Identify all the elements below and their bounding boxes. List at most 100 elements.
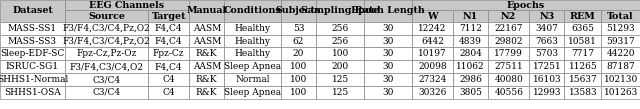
Text: 53: 53 [292, 24, 304, 33]
Bar [364, 22, 412, 35]
Text: 200: 200 [332, 62, 349, 71]
Text: 22167: 22167 [495, 24, 523, 33]
Text: Source: Source [88, 12, 125, 20]
Bar [601, 73, 640, 86]
Text: 125: 125 [332, 75, 349, 84]
Bar [601, 86, 640, 99]
Text: 20: 20 [292, 49, 304, 58]
Text: 87187: 87187 [606, 62, 635, 71]
Bar [529, 73, 564, 86]
Bar [0, 22, 65, 35]
Text: 100: 100 [290, 62, 307, 71]
Bar [529, 22, 564, 35]
Text: R&K: R&K [196, 75, 218, 84]
Text: 101263: 101263 [604, 88, 637, 97]
Text: EEG Channels: EEG Channels [90, 1, 164, 10]
Text: N2: N2 [501, 12, 516, 20]
Text: 4839: 4839 [460, 37, 482, 46]
Text: 3407: 3407 [536, 24, 558, 33]
Bar [189, 0, 225, 22]
Bar [453, 60, 488, 73]
Bar [364, 60, 412, 73]
Text: R&K: R&K [196, 88, 218, 97]
Text: 100: 100 [290, 88, 307, 97]
Bar [316, 0, 364, 22]
Text: 7663: 7663 [536, 37, 558, 46]
Text: 27324: 27324 [419, 75, 447, 84]
Text: 30: 30 [383, 75, 394, 84]
Bar [225, 73, 281, 86]
Bar [0, 47, 65, 60]
Text: W: W [428, 12, 438, 20]
Text: 30: 30 [383, 88, 394, 97]
Bar [564, 47, 601, 60]
Text: MASS-SS3: MASS-SS3 [8, 37, 57, 46]
Bar [453, 35, 488, 47]
Text: 40080: 40080 [494, 75, 523, 84]
Bar [225, 60, 281, 73]
Bar [364, 35, 412, 47]
Bar [412, 60, 453, 73]
Text: 13583: 13583 [568, 88, 597, 97]
Bar [529, 10, 564, 22]
Text: N3: N3 [540, 12, 554, 20]
Bar [601, 10, 640, 22]
Text: 100: 100 [332, 49, 349, 58]
Bar [316, 86, 364, 99]
Text: 30: 30 [383, 37, 394, 46]
Bar [316, 47, 364, 60]
Bar [148, 47, 189, 60]
Bar [488, 22, 529, 35]
Bar [148, 22, 189, 35]
Bar [65, 60, 148, 73]
Bar [281, 60, 316, 73]
Bar [412, 86, 453, 99]
Text: 15637: 15637 [568, 75, 597, 84]
Text: AASM: AASM [193, 24, 221, 33]
Bar [601, 35, 640, 47]
Bar [316, 22, 364, 35]
Bar [189, 73, 225, 86]
Bar [412, 73, 453, 86]
Bar [529, 86, 564, 99]
Bar [453, 47, 488, 60]
Bar [65, 86, 148, 99]
Text: 20098: 20098 [418, 62, 447, 71]
Bar [488, 10, 529, 22]
Bar [364, 0, 412, 22]
Text: 256: 256 [332, 24, 349, 33]
Text: F4,C4: F4,C4 [155, 24, 182, 33]
Bar [65, 35, 148, 47]
Text: F4,C4: F4,C4 [155, 62, 182, 71]
Text: Conditions: Conditions [224, 6, 282, 15]
Bar [148, 35, 189, 47]
Bar [453, 22, 488, 35]
Text: Healthy: Healthy [234, 49, 271, 58]
Text: Dataset: Dataset [12, 6, 53, 15]
Text: AASM: AASM [193, 62, 221, 71]
Text: 30: 30 [383, 62, 394, 71]
Text: C3/C4: C3/C4 [93, 75, 120, 84]
Text: 125: 125 [332, 88, 349, 97]
Bar [364, 86, 412, 99]
Text: 62: 62 [292, 37, 304, 46]
Bar [189, 22, 225, 35]
Bar [65, 73, 148, 86]
Bar [564, 73, 601, 86]
Text: C4: C4 [163, 75, 175, 84]
Text: F4,C4: F4,C4 [155, 37, 182, 46]
Bar [412, 10, 453, 22]
Bar [488, 47, 529, 60]
Bar [281, 22, 316, 35]
Text: 29802: 29802 [495, 37, 523, 46]
Text: Subjects: Subjects [276, 6, 321, 15]
Bar [0, 73, 65, 86]
Text: N1: N1 [463, 12, 478, 20]
Text: Normal: Normal [236, 75, 270, 84]
Bar [65, 0, 189, 10]
Text: 30: 30 [383, 24, 394, 33]
Text: MASS-SS1: MASS-SS1 [8, 24, 57, 33]
Text: Sampling Rate: Sampling Rate [301, 6, 380, 15]
Bar [225, 22, 281, 35]
Text: 2986: 2986 [460, 75, 482, 84]
